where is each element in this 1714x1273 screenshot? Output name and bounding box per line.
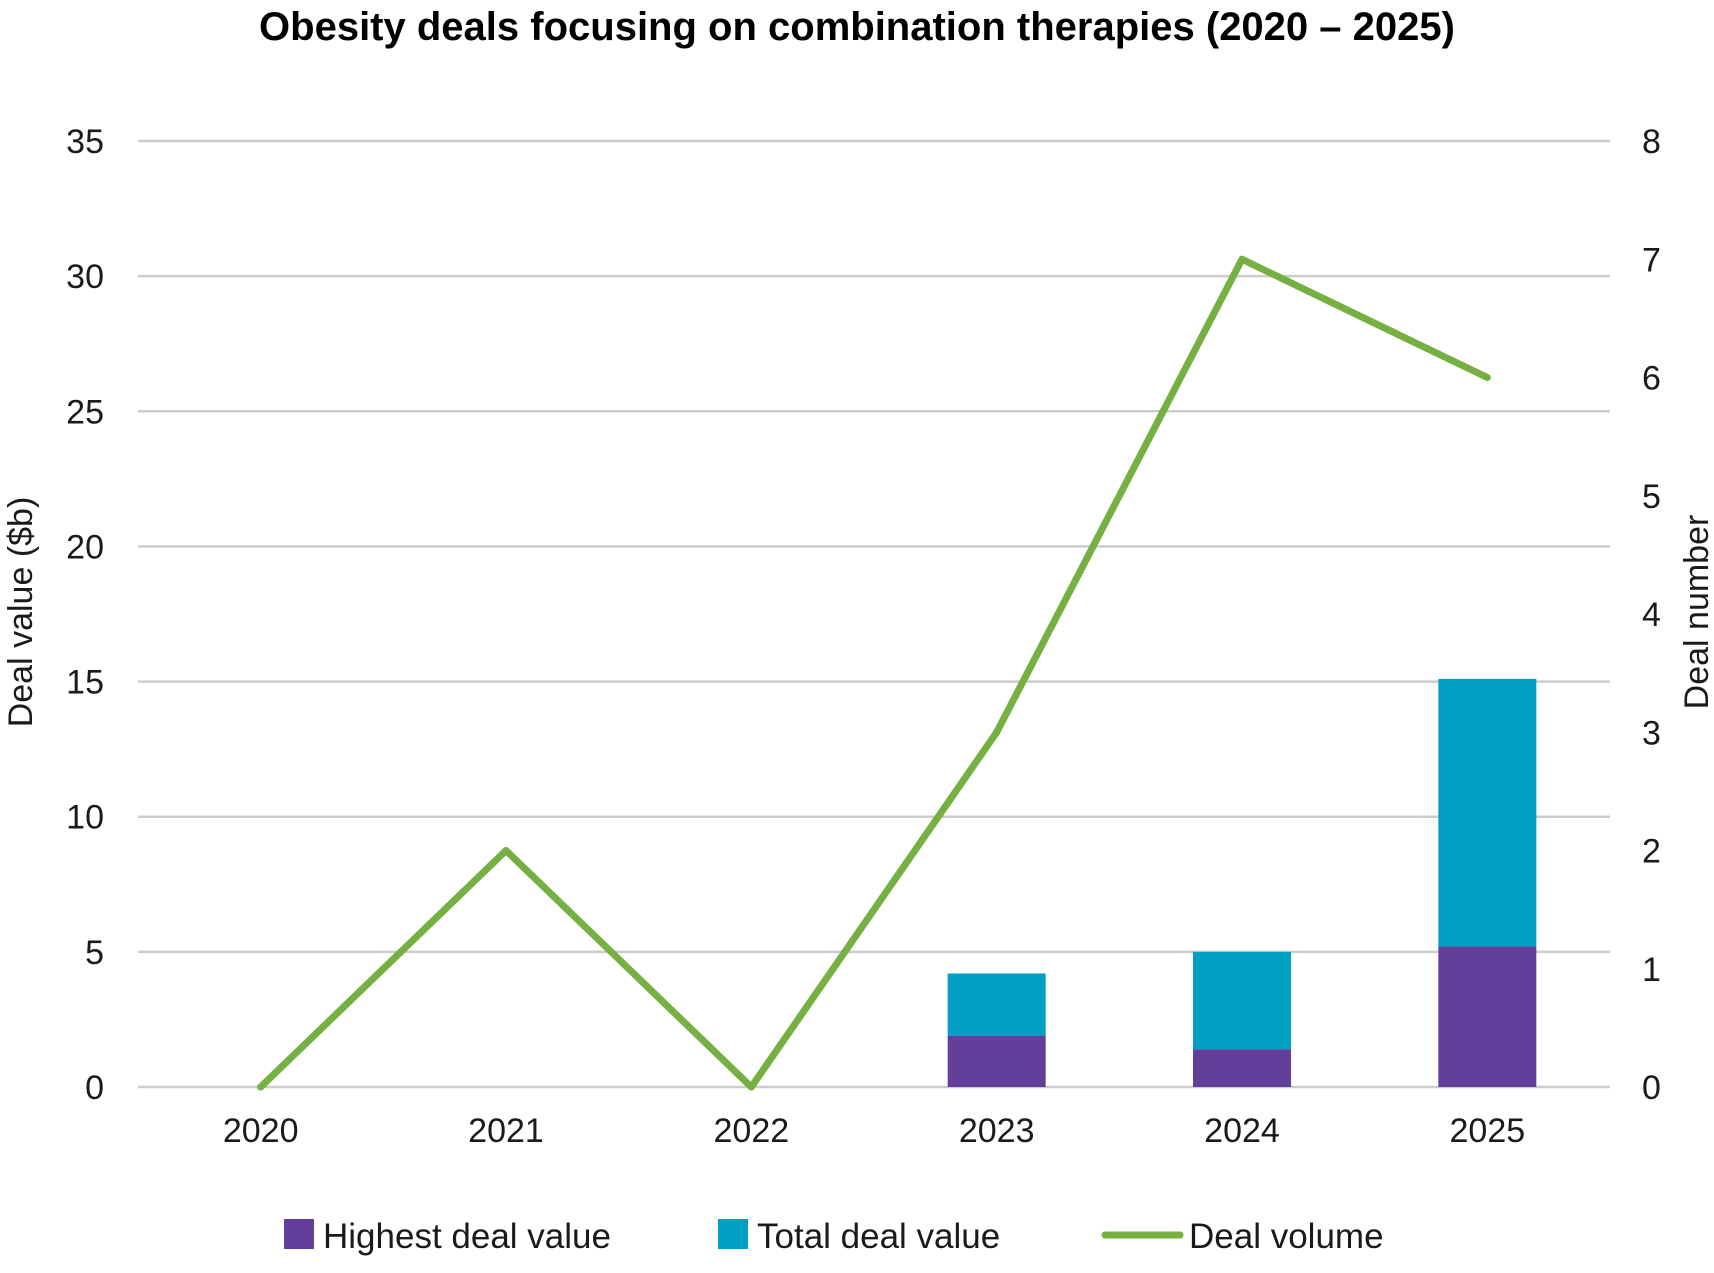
x-axis-tick-label: 2023: [959, 1112, 1035, 1150]
deal-volume-point-2021: [502, 847, 510, 854]
bar-highest-deal-value-2024: [1193, 1049, 1291, 1087]
left-axis-tick-label: 10: [66, 799, 104, 837]
gridlines: [138, 139, 1610, 1089]
bars: [947, 678, 1537, 1087]
right-axis-tick-label: 5: [1642, 478, 1661, 516]
bar-highest-deal-value-2023: [947, 1035, 1046, 1087]
x-axis-tick-label: 2025: [1450, 1112, 1526, 1150]
right-axis-tick-label: 3: [1642, 714, 1661, 752]
bar-total-deal-value-2023: [947, 973, 1046, 1036]
x-axis-ticks: 2020 2021 2022 2023 2024 2025: [223, 1112, 1525, 1150]
deal-volume-line: [257, 255, 1491, 1091]
x-axis-tick-label: 2020: [223, 1112, 299, 1150]
left-axis-tick-label: 20: [66, 528, 104, 566]
legend-swatch-total-deal-value: [718, 1219, 748, 1249]
left-axis-ticks: 0 5 10 15 20 25 30 35: [66, 123, 104, 1107]
deal-volume-point-2023: [993, 728, 1001, 736]
deal-volume-point-2020: [257, 1083, 265, 1091]
left-axis-tick-label: 5: [85, 934, 104, 972]
bar-total-deal-value-2025: [1438, 678, 1537, 947]
right-axis-tick-label: 4: [1642, 596, 1661, 634]
right-axis-tick-label: 8: [1642, 123, 1661, 161]
bar-highest-deal-value-2025: [1438, 946, 1537, 1087]
right-axis-tick-label: 0: [1642, 1069, 1661, 1107]
right-axis-tick-label: 2: [1642, 833, 1661, 871]
x-axis-tick-label: 2022: [714, 1112, 790, 1150]
right-axis-tick-label: 1: [1642, 951, 1661, 989]
left-axis-tick-label: 15: [66, 664, 104, 702]
legend-label-highest-deal-value: Highest deal value: [323, 1217, 611, 1256]
left-axis-tick-label: 35: [66, 123, 104, 161]
x-axis-tick-label: 2024: [1204, 1112, 1280, 1150]
bar-total-deal-value-2024: [1193, 951, 1291, 1050]
deal-volume-point-2022: [747, 1083, 755, 1091]
left-axis-tick-label: 25: [66, 393, 104, 431]
chart-title: Obesity deals focusing on combination th…: [259, 5, 1455, 49]
right-axis-tick-label: 7: [1642, 241, 1661, 279]
left-axis-label: Deal value ($b): [2, 497, 40, 728]
deal-volume-point-2025: [1483, 374, 1491, 381]
legend-label-deal-volume: Deal volume: [1189, 1217, 1384, 1256]
right-axis-tick-label: 6: [1642, 360, 1661, 398]
x-axis-tick-label: 2021: [468, 1112, 544, 1150]
deal-volume-point-2024: [1238, 255, 1246, 263]
legend-swatch-highest-deal-value: [284, 1219, 314, 1249]
left-axis-tick-label: 30: [66, 258, 104, 296]
deal-volume-line-group: [257, 255, 1491, 1091]
legend-label-total-deal-value: Total deal value: [757, 1217, 1000, 1256]
right-axis-label: Deal number: [1678, 515, 1714, 710]
right-axis-ticks: 0 1 2 3 4 5 6 7 8: [1642, 123, 1661, 1107]
legend: Highest deal value Total deal value Deal v…: [284, 1217, 1384, 1256]
left-axis-tick-label: 0: [85, 1069, 104, 1107]
